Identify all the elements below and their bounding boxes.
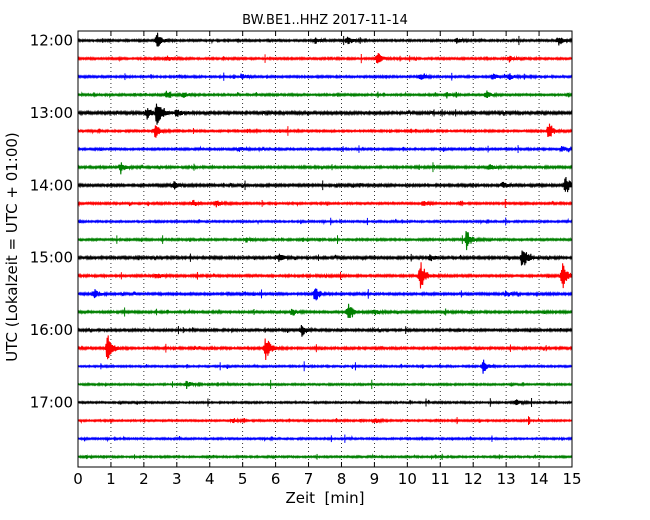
seismogram-traces <box>77 32 573 461</box>
trace-17:30 <box>77 434 573 443</box>
y-axis-label: UTC (Lokalzeit = UTC + 01:00) <box>3 132 21 362</box>
trace-17:00 <box>77 398 573 407</box>
trace-15:00 <box>77 250 573 266</box>
trace-14:15 <box>77 198 573 208</box>
trace-line <box>77 103 573 125</box>
trace-12:00 <box>77 32 573 47</box>
x-tick-label: 1 <box>106 470 116 488</box>
trace-13:00 <box>77 103 573 125</box>
x-tick-label: 8 <box>337 470 347 488</box>
trace-line <box>77 73 573 81</box>
trace-16:15 <box>77 335 573 361</box>
trace-14:45 <box>77 231 573 251</box>
trace-15:45 <box>77 303 573 318</box>
trace-15:15 <box>77 262 573 289</box>
x-axis-label: Zeit [min] <box>285 489 364 507</box>
trace-15:30 <box>77 288 573 301</box>
y-axis-ticks: 12:00 13:00 14:00 15:00 16:00 17:00 <box>30 32 572 412</box>
x-tick-label: 13 <box>497 470 516 488</box>
trace-16:30 <box>77 359 573 374</box>
trace-line <box>77 417 573 425</box>
trace-line <box>77 380 573 390</box>
trace-line <box>77 123 573 138</box>
trace-line <box>77 231 573 251</box>
trace-line <box>77 217 573 226</box>
trace-line <box>77 177 573 193</box>
x-gridlines <box>110 31 540 467</box>
trace-line <box>77 453 573 461</box>
trace-12:30 <box>77 72 573 81</box>
y-tick-label: 16:00 <box>30 321 73 339</box>
trace-line <box>77 262 573 289</box>
trace-line <box>77 145 573 153</box>
trace-16:00 <box>77 324 573 337</box>
trace-line <box>77 324 573 337</box>
trace-line <box>77 32 573 47</box>
y-tick-label: 13:00 <box>30 104 73 122</box>
x-tick-label: 2 <box>139 470 149 488</box>
trace-14:00 <box>77 177 573 193</box>
trace-line <box>77 398 573 406</box>
x-tick-label: 11 <box>431 470 450 488</box>
trace-line <box>77 90 573 99</box>
trace-line <box>77 162 573 175</box>
trace-17:15 <box>77 416 573 425</box>
trace-12:45 <box>77 90 573 99</box>
trace-16:45 <box>77 379 573 390</box>
trace-line <box>77 250 573 266</box>
plot-frame <box>77 30 573 468</box>
trace-line <box>77 303 573 318</box>
trace-14:30 <box>77 217 573 226</box>
trace-line <box>77 52 573 64</box>
trace-13:15 <box>77 123 573 138</box>
trace-line <box>77 434 573 443</box>
x-tick-label: 12 <box>464 470 483 488</box>
y-tick-label: 14:00 <box>30 176 73 194</box>
trace-line <box>77 288 573 301</box>
trace-line <box>77 199 573 208</box>
x-tick-label: 5 <box>238 470 248 488</box>
x-tick-label: 6 <box>271 470 281 488</box>
chart-title: BW.BE1..HHZ 2017-11-14 <box>242 13 408 28</box>
y-tick-label: 12:00 <box>30 32 73 50</box>
trace-12:15 <box>77 52 573 64</box>
x-tick-label: 3 <box>172 470 182 488</box>
x-tick-label: 4 <box>205 470 215 488</box>
trace-17:45 <box>77 453 573 461</box>
trace-13:30 <box>77 145 573 154</box>
x-tick-label: 0 <box>73 470 83 488</box>
y-tick-label: 17:00 <box>30 394 73 412</box>
x-tick-label: 9 <box>370 470 380 488</box>
x-tick-label: 14 <box>530 470 549 488</box>
x-tick-label: 10 <box>398 470 417 488</box>
y-tick-label: 15:00 <box>30 249 73 267</box>
trace-line <box>77 335 573 361</box>
x-tick-label: 7 <box>304 470 314 488</box>
trace-line <box>77 359 573 374</box>
trace-13:45 <box>77 162 573 175</box>
x-axis-ticks: 0 1 2 3 4 5 6 7 8 9 10 11 12 13 14 15 <box>73 31 582 488</box>
x-tick-label: 15 <box>562 470 581 488</box>
